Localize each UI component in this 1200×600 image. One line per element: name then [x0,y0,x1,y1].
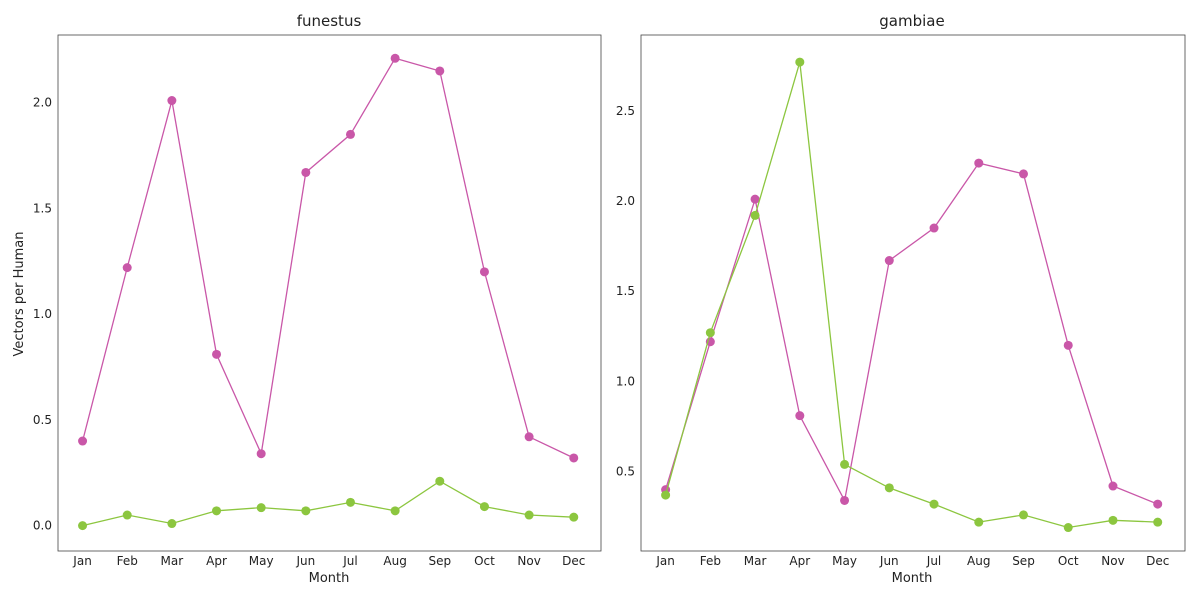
data-point [661,490,671,500]
series-line-1 [82,480,574,527]
chart-title: gambiae [879,12,944,30]
x-tick-label: Nov [517,554,540,568]
data-point [479,267,489,277]
data-point [479,502,489,512]
x-axis-label: Month [309,571,350,586]
series-line-0 [664,162,1158,505]
data-point [122,263,132,273]
x-tick-label: Aug [383,554,406,568]
data-point [78,521,88,531]
x-tick-label: May [249,554,274,568]
x-tick-label: Jul [926,554,941,568]
data-point [569,453,579,463]
panel-gambiae: gambiae Month Jan Feb Mar Apr May Jun Jul Aug Se… [616,12,1186,586]
plot-frame [640,34,1186,552]
data-point [301,506,311,516]
x-tick-label: Jun [295,554,315,568]
data-point [524,432,534,442]
data-point [301,167,311,177]
data-point [750,210,760,220]
x-axis-label: Month [892,571,933,586]
x-tick-label: Oct [474,554,495,568]
x-tick-label: Jan [655,554,675,568]
x-tick-label: Aug [967,554,990,568]
data-point [974,517,984,527]
data-point [929,499,939,509]
x-tick-label: Sep [1012,554,1035,568]
data-point [345,129,355,139]
data-point [840,459,850,469]
data-point [840,495,850,505]
series-line-1 [664,61,1158,529]
x-tick-label: Sep [428,554,451,568]
data-point [1108,481,1118,491]
chart-title: funestus [297,12,362,30]
panel-funestus: funestus Month Vectors per Human Jan Feb M… [12,12,602,586]
y-tick-label: 2.5 [616,104,635,118]
x-tick-label: Mar [161,554,184,568]
x-tick-label: Jan [72,554,92,568]
data-point [1019,169,1028,179]
data-point [122,510,132,520]
data-point [390,53,400,63]
x-tick-label: Feb [117,554,138,568]
plot-frame [57,34,602,552]
data-point [256,449,266,459]
y-tick-label: 0.5 [616,465,635,479]
data-point [750,194,760,204]
x-tick-label: Apr [789,554,810,568]
x-tick-label: Feb [700,554,721,568]
y-tick-label: 2.0 [33,96,52,110]
data-point [524,510,534,520]
series-line-0 [81,57,575,459]
y-tick-label: 1.5 [616,284,635,298]
x-tick-label: Dec [1146,554,1169,568]
y-tick-label: 1.5 [33,201,52,215]
y-tick-label: 2.0 [616,194,635,208]
data-point [1153,517,1163,527]
data-point [212,349,222,359]
data-point [167,96,177,106]
data-point [795,57,805,67]
data-point [1108,515,1118,525]
x-tick-label: Dec [562,554,585,568]
y-tick-label: 0.5 [33,413,52,427]
data-point [390,506,400,516]
y-axis-label: Vectors per Human [12,232,27,357]
data-point [884,483,894,493]
data-point [884,256,894,266]
x-tick-label: Jul [342,554,357,568]
data-point [929,223,939,233]
data-point [212,506,222,516]
x-tick-label: May [832,554,857,568]
data-point [435,476,445,486]
data-point [1063,340,1073,350]
x-tick-label: Apr [206,554,227,568]
data-point [569,512,579,522]
y-tick-label: 0.0 [33,519,52,533]
x-tick-label: Nov [1101,554,1124,568]
data-point [705,328,715,338]
y-tick-label: 1.0 [616,374,635,388]
data-point [256,503,266,513]
y-tick-label: 1.0 [33,307,52,321]
data-point [974,158,984,168]
data-point [167,519,177,529]
x-tick-label: Oct [1058,554,1079,568]
data-point [1153,499,1163,509]
x-tick-label: Jun [879,554,899,568]
x-tick-label: Mar [744,554,767,568]
data-point [1019,510,1028,520]
data-point [795,411,805,421]
data-point [1063,523,1073,533]
data-point [435,66,445,76]
data-point [345,497,355,507]
data-point [78,436,88,446]
